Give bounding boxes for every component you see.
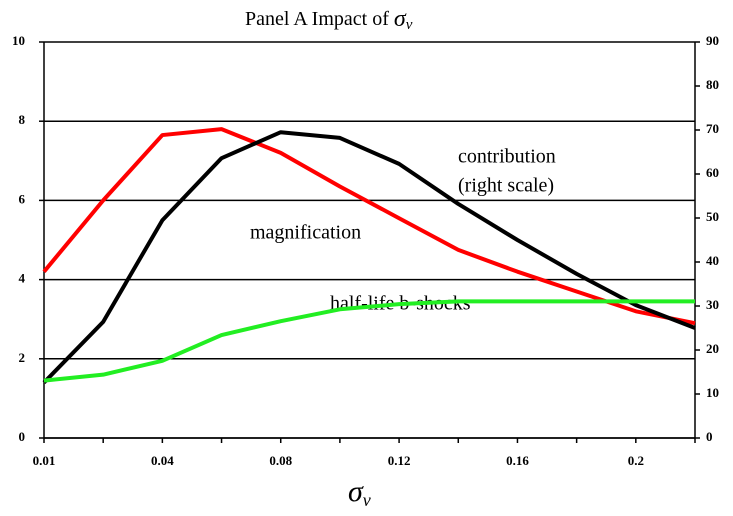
y2-tick-label: 50 [706, 209, 719, 224]
y2-tick-label: 90 [706, 33, 719, 48]
series-line [43, 299, 695, 383]
y-tick-label: 0 [19, 429, 26, 444]
x-tick-label: 0.04 [151, 453, 174, 468]
y2-tick-label: 60 [706, 165, 719, 180]
y-tick-label: 8 [19, 112, 26, 127]
series-line [42, 130, 696, 384]
y-tick-label: 6 [19, 191, 26, 206]
x-axis-label: σv [348, 475, 371, 510]
x-tick-label: 0.16 [506, 453, 529, 468]
y2-tick-label: 10 [706, 385, 719, 400]
chart-title: Panel A Impact of σv [245, 6, 413, 34]
y-tick-label: 10 [12, 33, 25, 48]
y2-tick-label: 20 [706, 341, 719, 356]
x-tick-label: 0.12 [388, 453, 411, 468]
y2-tick-label: 80 [706, 77, 719, 92]
annotation: contribution [458, 146, 556, 168]
y-tick-label: 2 [19, 350, 26, 365]
y2-tick-label: 40 [706, 253, 719, 268]
x-tick-label: 0.08 [269, 453, 292, 468]
series-line [42, 127, 696, 326]
y2-tick-label: 0 [706, 429, 713, 444]
y2-tick-label: 70 [706, 121, 719, 136]
y-tick-label: 4 [19, 271, 26, 286]
annotation: (right scale) [458, 175, 554, 197]
annotation: magnification [250, 222, 361, 244]
x-tick-label: 0.2 [628, 453, 644, 468]
y2-tick-label: 30 [706, 297, 719, 312]
x-tick-label: 0.01 [33, 453, 56, 468]
